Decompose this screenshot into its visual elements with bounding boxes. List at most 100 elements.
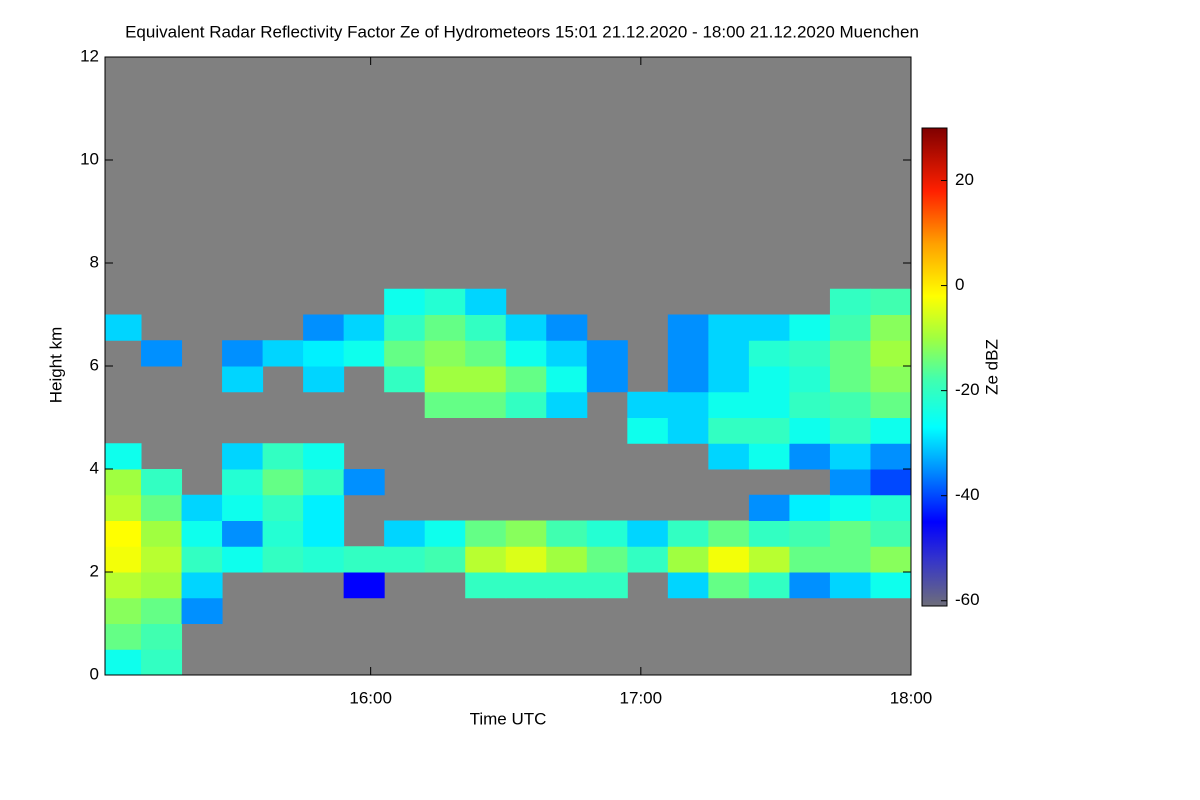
heatmap-cell (141, 597, 183, 624)
heatmap-cell (829, 443, 871, 470)
heatmap-cell (829, 469, 871, 496)
heatmap-cell (667, 391, 709, 418)
heatmap-cell (141, 520, 183, 547)
heatmap-cell (789, 366, 831, 393)
heatmap-cell (181, 572, 223, 599)
heatmap-cell (303, 520, 345, 547)
heatmap-cell (465, 340, 507, 367)
heatmap-cell (303, 469, 345, 496)
heatmap-cell (708, 366, 750, 393)
heatmap-cell (465, 572, 507, 599)
y-tick-label: 6 (90, 355, 99, 374)
heatmap-cell (708, 391, 750, 418)
heatmap-cell (424, 546, 466, 573)
heatmap-cell (748, 391, 790, 418)
heatmap-cell (870, 288, 912, 315)
heatmap-cell (627, 391, 669, 418)
heatmap-cell (505, 366, 547, 393)
heatmap-cell (505, 546, 547, 573)
heatmap-cell (181, 494, 223, 521)
heatmap-cell (829, 366, 871, 393)
heatmap-cell (708, 417, 750, 444)
heatmap-cell (789, 572, 831, 599)
colorbar-label: Ze dBZ (982, 339, 1001, 395)
heatmap-cell (222, 340, 264, 367)
heatmap-cell (262, 443, 304, 470)
heatmap-cell (105, 520, 142, 547)
heatmap-cell (748, 494, 790, 521)
heatmap-cell (303, 314, 345, 341)
heatmap-cell (748, 546, 790, 573)
heatmap-cell (829, 314, 871, 341)
heatmap-cell (627, 417, 669, 444)
heatmap-cell (546, 546, 588, 573)
heatmap-cell (384, 340, 426, 367)
heatmap-cell (105, 623, 142, 650)
heatmap-cell (105, 469, 142, 496)
heatmap-cell (586, 366, 628, 393)
heatmap-cell (667, 314, 709, 341)
heatmap-cell (627, 546, 669, 573)
heatmap-cell (546, 520, 588, 547)
heatmap-cell (303, 340, 345, 367)
x-tick-label: 18:00 (890, 688, 933, 707)
heatmap-cell (546, 314, 588, 341)
heatmap-cell (141, 494, 183, 521)
heatmap-cell (181, 546, 223, 573)
heatmap-cell (465, 314, 507, 341)
heatmap-cell (870, 366, 912, 393)
heatmap-cell (748, 314, 790, 341)
heatmap-cell (789, 340, 831, 367)
heatmap-cell (829, 288, 871, 315)
heatmap-cell (546, 366, 588, 393)
heatmap-cell (262, 494, 304, 521)
heatmap-cell (667, 366, 709, 393)
y-tick-label: 10 (80, 149, 99, 168)
colorbar-tick-label: 20 (955, 170, 974, 189)
heatmap-cell (105, 597, 142, 624)
heatmap-cell (667, 546, 709, 573)
heatmap-cell (105, 546, 142, 573)
heatmap-cell (222, 366, 264, 393)
heatmap-cell (667, 417, 709, 444)
heatmap-cell (667, 520, 709, 547)
heatmap-cell (708, 572, 750, 599)
heatmap-cell (789, 494, 831, 521)
heatmap-cell (870, 443, 912, 470)
y-axis-label: Height km (46, 327, 65, 404)
heatmap-cell (141, 649, 183, 676)
heatmap-cell (465, 391, 507, 418)
heatmap-cell (546, 572, 588, 599)
heatmap-cell (141, 546, 183, 573)
heatmap-cell (384, 546, 426, 573)
heatmap-cell (829, 391, 871, 418)
heatmap-cell (105, 649, 142, 676)
heatmap-cell (667, 572, 709, 599)
heatmap-cell (748, 443, 790, 470)
colorbar-tick-label: 0 (955, 275, 964, 294)
heatmap-cell (870, 494, 912, 521)
heatmap-cell (586, 520, 628, 547)
heatmap-cell (303, 546, 345, 573)
heatmap-cell (789, 314, 831, 341)
heatmap-cell (105, 494, 142, 521)
heatmap-cell (546, 391, 588, 418)
heatmap-cell (789, 417, 831, 444)
heatmap-cell (384, 366, 426, 393)
heatmap-cell (870, 572, 912, 599)
heatmap-cell (789, 546, 831, 573)
heatmap-cell (384, 314, 426, 341)
heatmap-cell (303, 366, 345, 393)
heatmap-cell (505, 572, 547, 599)
heatmap-cell (222, 546, 264, 573)
heatmap-cell (748, 417, 790, 444)
heatmap-cell (105, 572, 142, 599)
heatmap-cell (465, 288, 507, 315)
heatmap-cell (829, 494, 871, 521)
heatmap-cell (748, 340, 790, 367)
heatmap-cell (505, 520, 547, 547)
heatmap-cell (222, 443, 264, 470)
heatmap-cell (343, 572, 385, 599)
heatmap-cell (222, 494, 264, 521)
